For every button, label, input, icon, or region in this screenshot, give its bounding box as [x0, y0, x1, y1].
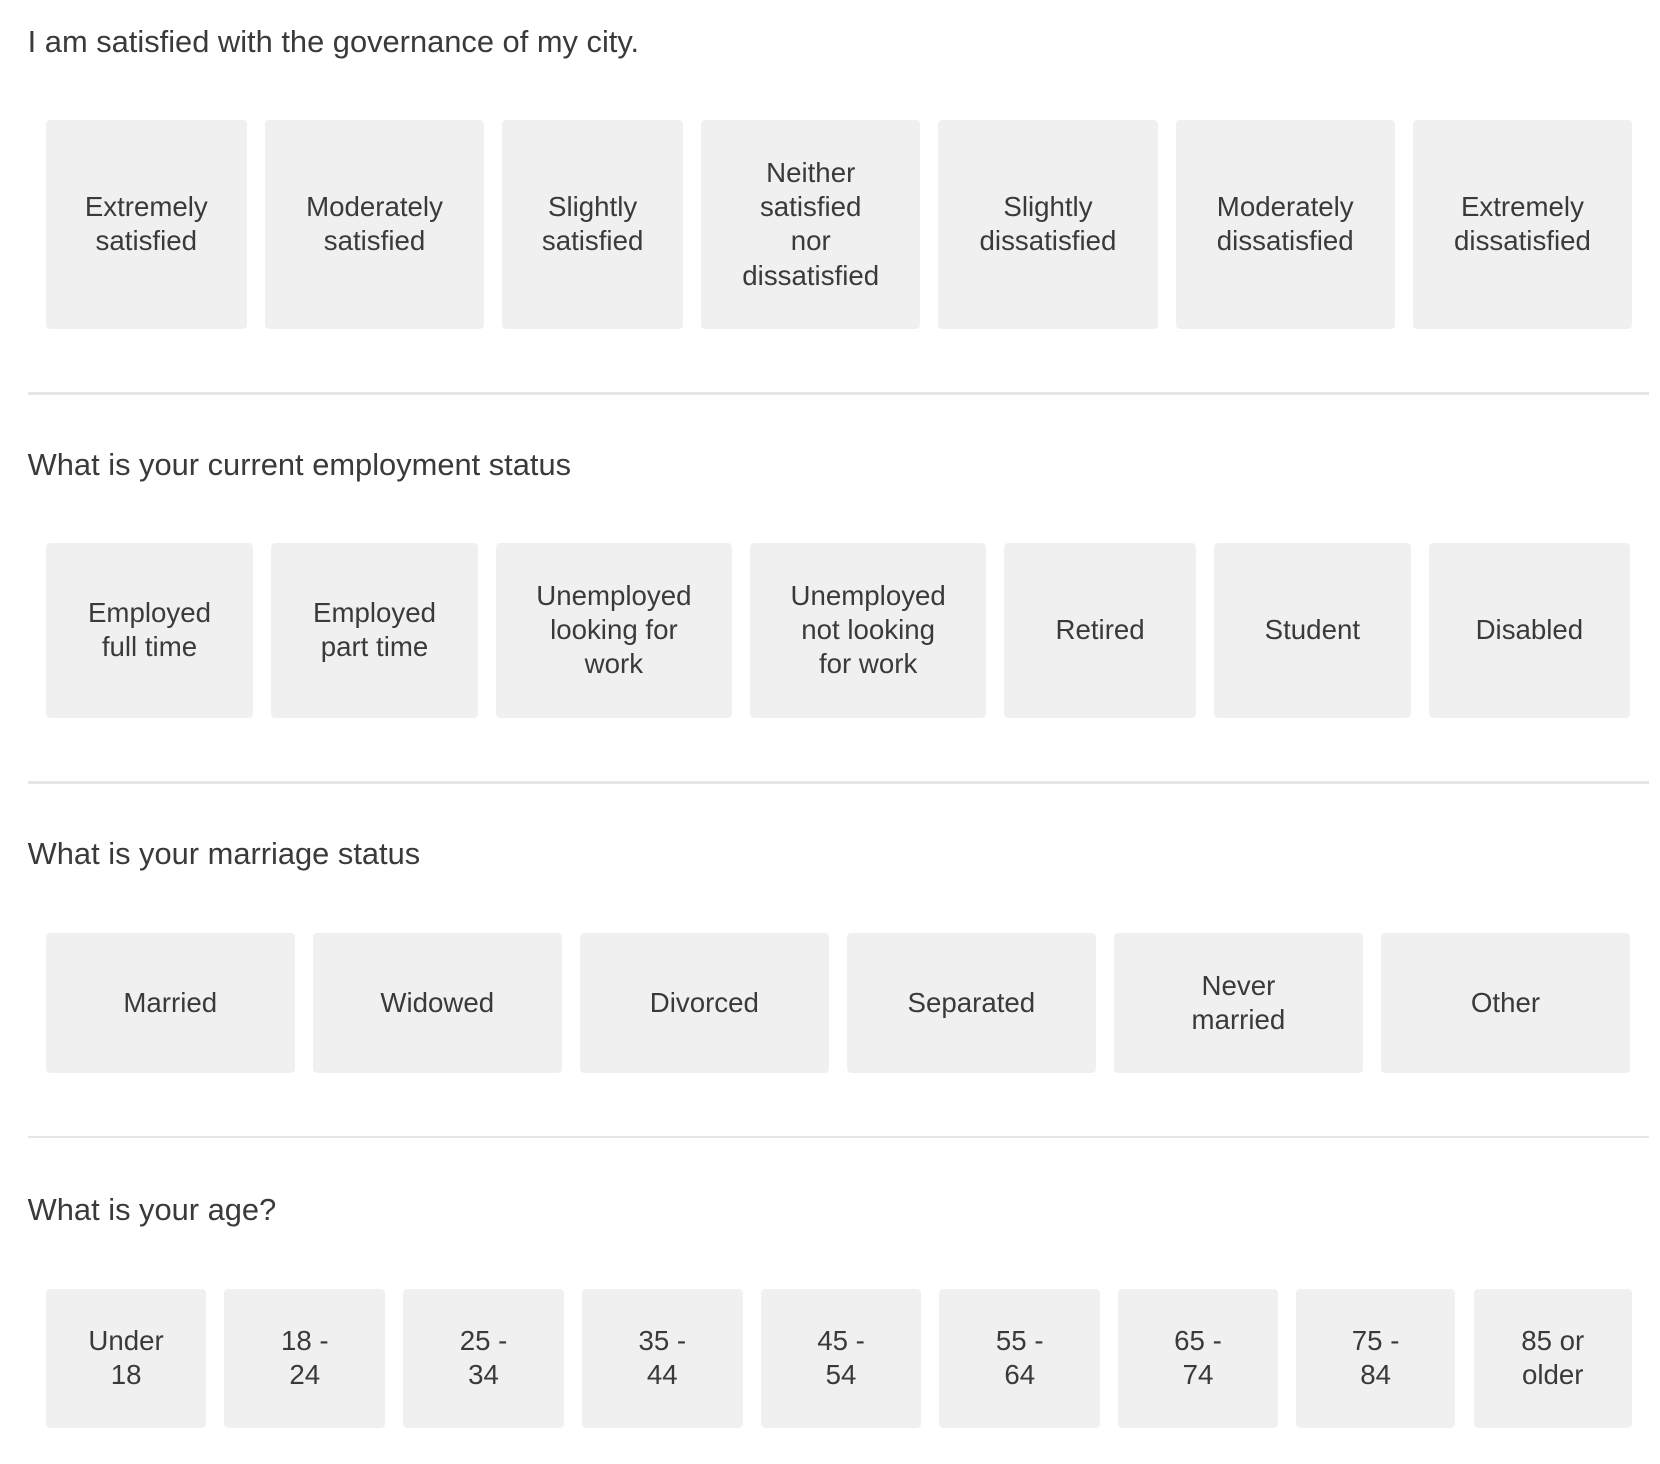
option-age-45-54[interactable]: 45 - 54 — [760, 1288, 922, 1428]
age-options: Under 18 18 - 24 25 - 34 35 - 44 45 - 54… — [45, 1288, 1633, 1428]
option-separated[interactable]: Separated — [846, 933, 1096, 1073]
employment-options: Employed full time Employed part time Un… — [45, 542, 1630, 719]
option-age-under-18[interactable]: Under 18 — [45, 1288, 207, 1428]
option-employed-full-time[interactable]: Employed full time — [45, 542, 254, 719]
divider — [27, 1136, 1650, 1139]
option-employed-part-time[interactable]: Employed part time — [271, 542, 478, 719]
option-extremely-satisfied[interactable]: Extremely satisfied — [45, 120, 247, 329]
option-unemployed-not-looking[interactable]: Unemployed not looking for work — [750, 542, 987, 719]
option-moderately-dissatisfied[interactable]: Moderately dissatisfied — [1175, 120, 1395, 329]
option-age-25-34[interactable]: 25 - 34 — [403, 1288, 564, 1428]
satisfaction-options: Extremely satisfied Moderately satisfied… — [45, 120, 1633, 329]
option-slightly-dissatisfied[interactable]: Slightly dissatisfied — [938, 120, 1158, 329]
option-married[interactable]: Married — [45, 933, 295, 1073]
option-other[interactable]: Other — [1380, 933, 1630, 1073]
option-age-18-24[interactable]: 18 - 24 — [224, 1288, 386, 1428]
option-extremely-dissatisfied[interactable]: Extremely dissatisfied — [1412, 120, 1633, 329]
option-unemployed-looking[interactable]: Unemployed looking for work — [495, 542, 732, 719]
option-slightly-satisfied[interactable]: Slightly satisfied — [502, 120, 684, 329]
option-moderately-satisfied[interactable]: Moderately satisfied — [264, 120, 485, 329]
option-divorced[interactable]: Divorced — [579, 933, 829, 1073]
option-age-75-84[interactable]: 75 - 84 — [1295, 1288, 1456, 1428]
question-title-marriage: What is your marriage status — [27, 836, 421, 872]
option-age-85-older[interactable]: 85 or older — [1473, 1288, 1633, 1428]
option-neither[interactable]: Neither satisfied nor dissatisfied — [701, 120, 921, 329]
question-title-employment: What is your current employment status — [27, 446, 572, 482]
option-age-55-64[interactable]: 55 - 64 — [939, 1288, 1101, 1428]
divider — [27, 391, 1650, 395]
option-student[interactable]: Student — [1213, 542, 1411, 719]
marriage-options: Married Widowed Divorced Separated Never… — [45, 933, 1630, 1073]
option-retired[interactable]: Retired — [1004, 542, 1196, 719]
option-disabled[interactable]: Disabled — [1428, 542, 1630, 719]
option-age-65-74[interactable]: 65 - 74 — [1118, 1288, 1278, 1428]
option-age-35-44[interactable]: 35 - 44 — [581, 1288, 743, 1428]
question-title-satisfaction: I am satisfied with the governance of my… — [27, 24, 640, 60]
option-widowed[interactable]: Widowed — [312, 933, 562, 1073]
question-title-age: What is your age? — [27, 1191, 277, 1227]
divider — [27, 780, 1650, 785]
option-never-married[interactable]: Never married — [1113, 933, 1363, 1073]
